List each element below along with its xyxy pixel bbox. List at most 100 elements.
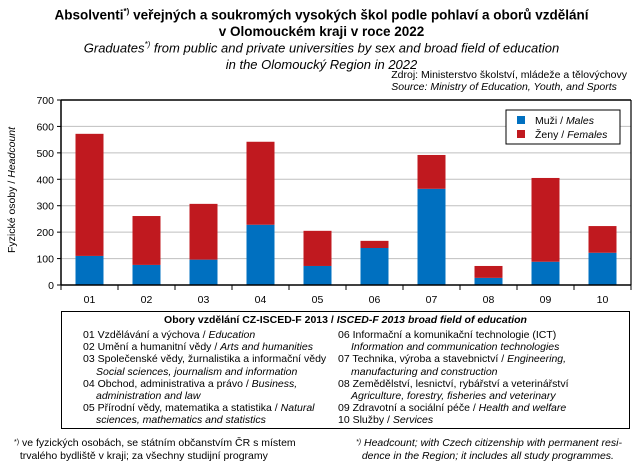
bar-segment-females	[474, 265, 503, 278]
title-en-rest: from public and private universities by …	[150, 40, 560, 56]
bar-segment-females	[189, 203, 218, 260]
field-label-en-continued: Agriculture, forestry, fisheries and vet…	[351, 390, 556, 403]
field-label-cz: 01 Vzdělávání a výchova /	[83, 329, 209, 341]
field-label-en: Health and welfare	[478, 402, 567, 415]
bar-segment-males	[474, 277, 503, 285]
bar-segment-males	[75, 255, 104, 285]
bar-segment-males	[360, 248, 389, 285]
bar-segment-females	[360, 240, 389, 248]
field-item: 07 Technika, výroba a stavebnictví / Eng…	[338, 353, 628, 377]
x-tick-label: 07	[426, 294, 438, 306]
field-label-en: Education	[208, 329, 256, 341]
field-label-en: Business,	[251, 377, 298, 390]
x-tick-label: 02	[141, 294, 153, 306]
title-cz-footnote-mark: *)	[123, 7, 130, 16]
legend-box	[505, 109, 621, 145]
x-tick-label: 03	[198, 294, 210, 306]
field-label-cz: 08 Zemědělství, lesnictví, rybářství a v…	[338, 377, 569, 390]
legend: Muži / Males Ženy / Females	[505, 109, 621, 145]
field-label-en: Engineering,	[507, 353, 567, 366]
source-note: Zdroj: Ministerstvo školství, mládeže a …	[391, 69, 627, 93]
bar-segment-females	[417, 154, 446, 189]
footnote-en-line2: dence in the Region; it includes all stu…	[361, 449, 614, 462]
y-tick-label: 500	[36, 148, 54, 160]
y-tick-label: 300	[36, 201, 54, 213]
field-label-cz: 10 Služby /	[338, 414, 393, 427]
fields-right-column: 06 Informační a komunikační technologie …	[338, 329, 628, 427]
field-label-en-continued: administration and law	[96, 390, 201, 403]
bar-segment-females	[303, 230, 332, 266]
field-item: 01 Vzdělávání a výchova / Education	[83, 329, 353, 341]
y-tick-label: 400	[36, 174, 54, 186]
x-tick-label: 04	[255, 294, 267, 306]
legend-swatch-females	[517, 130, 525, 138]
footnote-mark-en: *)	[356, 439, 362, 446]
title-en-footnote-mark: *)	[144, 40, 151, 49]
x-tick-label: 05	[312, 294, 324, 306]
source-cz: Zdroj: Ministerstvo školství, mládeže a …	[391, 69, 627, 81]
field-item: 09 Zdravotní a sociální péče / Health an…	[338, 402, 628, 414]
fields-of-education-box: Obory vzdělání CZ-ISCED-F 2013 / ISCED-F…	[61, 311, 630, 429]
title-cz-line2: v Olomouckém kraji v roce 2022	[218, 23, 425, 39]
footnote-en-line1: Headcount; with Czech citizenship with p…	[363, 437, 622, 449]
x-tick-label: 01	[84, 294, 96, 306]
fields-heading-en: ISCED-F 2013 broad field of education	[336, 314, 527, 326]
y-tick-label: 700	[36, 95, 54, 107]
bar-segment-females	[531, 177, 560, 262]
y-tick-label: 0	[48, 280, 54, 292]
x-tick-label: 09	[540, 294, 552, 306]
fields-heading-cz: Obory vzdělání CZ-ISCED-F 2013 /	[164, 314, 337, 326]
field-label-cz: 04 Obchod, administrativa a právo /	[83, 377, 252, 390]
legend-label-females: Ženy / Females	[535, 128, 608, 141]
footnote-cz-line1: ve fyzických osobách, se státním občanst…	[21, 437, 296, 449]
field-item: 08 Zemědělství, lesnictví, rybářství a v…	[338, 378, 628, 402]
field-label-en-continued: Information and communication technologi…	[351, 341, 560, 354]
field-label-cz: 05 Přírodní vědy, matematika a statistik…	[83, 402, 281, 415]
title-en-main: Graduates	[83, 40, 145, 56]
field-item: 02 Umění a humanitní vědy / Arts and hum…	[83, 341, 353, 353]
field-label-cz: 03 Společenské vědy, žurnalistika a info…	[83, 353, 327, 366]
source-en: Source: Ministry of Education, Youth, an…	[391, 81, 617, 93]
footnote-en: *) Headcount; with Czech citizenship wit…	[356, 437, 636, 462]
bar-segment-males	[588, 252, 617, 285]
x-tick-label: 10	[597, 294, 609, 306]
field-label-cz: 07 Technika, výroba a stavebnictví /	[338, 353, 508, 366]
y-tick-label: 200	[36, 227, 54, 239]
axes	[57, 99, 632, 290]
title-en-line2: in the Olomoucký Region in 2022	[225, 57, 418, 73]
field-label-en-continued: manufacturing and construction	[351, 365, 498, 378]
field-label-en: Natural	[280, 402, 315, 415]
field-item: 05 Přírodní vědy, matematika a statistik…	[83, 402, 353, 426]
bar-segment-males	[132, 264, 161, 285]
bars	[75, 133, 617, 285]
field-label-en: Arts and humanities	[220, 341, 313, 354]
legend-label-males: Muži / Males	[535, 115, 595, 127]
bar-segment-males	[189, 259, 218, 285]
bar-segment-females	[246, 141, 275, 225]
field-label-en-continued: Social sciences, journalism and informat…	[96, 365, 298, 378]
bar-segment-males	[303, 265, 332, 285]
bar-segment-females	[588, 226, 617, 253]
title-cz-rest: veřejných a soukromých vysokých škol pod…	[129, 7, 589, 23]
x-tick-label: 08	[483, 294, 495, 306]
field-label-cz: 06 Informační a komunikační technologie …	[338, 329, 557, 341]
field-item: 03 Společenské vědy, žurnalistika a info…	[83, 353, 353, 377]
field-label-cz: 02 Umění a humanitní vědy /	[83, 341, 221, 354]
bar-segment-males	[531, 261, 560, 285]
bar-segment-males	[417, 188, 446, 285]
title-cz-main: Absolventi	[54, 7, 124, 23]
chart-title-cz: Absolventi*) veřejných a soukromých vyso…	[0, 4, 643, 40]
field-label-en: Services	[392, 414, 434, 427]
x-tick-labels: 01 02 03 04 05 06 07 08 09 10	[84, 294, 609, 306]
bar-segment-females	[75, 133, 104, 256]
y-tick-labels: 0 100 200 300 400 500 600 700	[36, 95, 54, 292]
footnote-cz-line2: trvalého bydliště v kraji; za všechny st…	[19, 449, 268, 462]
y-tick-label: 100	[36, 254, 54, 266]
fields-heading: Obory vzdělání CZ-ISCED-F 2013 / ISCED-F…	[62, 314, 629, 326]
legend-swatch-males	[517, 116, 525, 124]
field-item: 06 Informační a komunikační technologie …	[338, 329, 628, 353]
footnote-mark: *)	[14, 439, 20, 446]
field-label-en-continued: sciences, mathematics and statistics	[96, 414, 266, 427]
field-item: 10 Služby / Services	[338, 414, 628, 426]
